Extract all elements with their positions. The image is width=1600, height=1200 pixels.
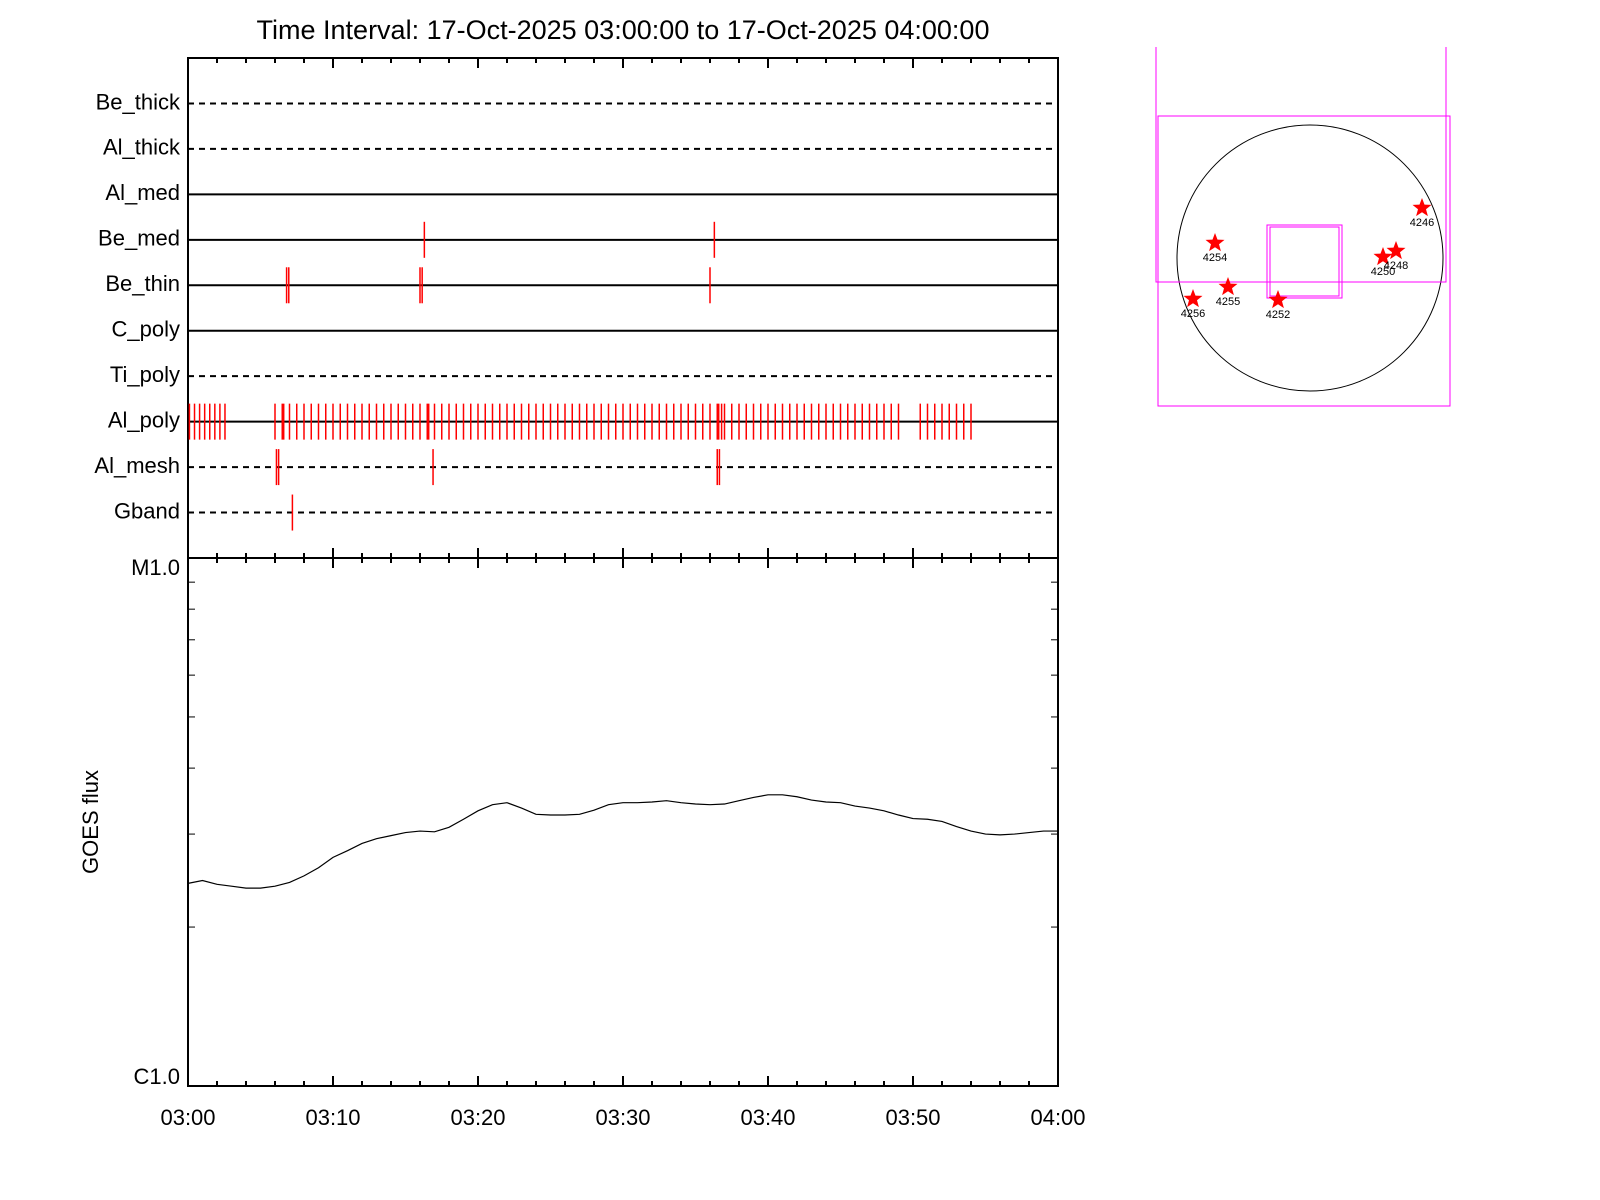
fov-box: [1269, 226, 1340, 297]
region-label: 4252: [1266, 309, 1290, 321]
y-axis-label: GOES flux: [78, 770, 103, 874]
region-star: [1183, 289, 1203, 308]
filter-label: Al_poly: [108, 407, 180, 432]
solar-disk: [1176, 124, 1444, 392]
filter-label: Be_med: [98, 226, 180, 251]
fov-box: [1157, 115, 1451, 407]
y-tick-label: M1.0: [131, 555, 180, 580]
region-label: 4256: [1181, 308, 1205, 320]
region-label: 4254: [1203, 252, 1227, 264]
filter-label: Al_thick: [103, 135, 181, 160]
filter-label: Al_mesh: [94, 453, 180, 478]
region-star: [1412, 198, 1432, 217]
filter-label: Al_med: [105, 180, 180, 205]
x-tick-label: 03:00: [160, 1105, 215, 1130]
region-label: 4255: [1216, 296, 1240, 308]
region-label: 4248: [1384, 260, 1408, 272]
filter-label: Gband: [114, 498, 180, 523]
x-tick-label: 03:10: [305, 1105, 360, 1130]
filter-label: Ti_poly: [110, 362, 180, 387]
filter-label: Be_thin: [105, 271, 180, 296]
region-label: 4250: [1371, 266, 1395, 278]
region-star: [1218, 277, 1238, 296]
fov-box: [1155, 47, 1447, 283]
x-tick-label: 03:50: [885, 1105, 940, 1130]
x-tick-label: 04:00: [1030, 1105, 1085, 1130]
filter-label: C_poly: [112, 317, 180, 342]
flux-panel-frame: [187, 557, 1059, 1087]
region-label: 4246: [1410, 217, 1434, 229]
flux-line: [187, 794, 1058, 889]
chart-title: Time Interval: 17-Oct-2025 03:00:00 to 1…: [257, 15, 990, 45]
event-panel-frame: [187, 57, 1059, 559]
region-star: [1205, 233, 1225, 252]
filter-label: Be_thick: [96, 89, 181, 114]
fov-box: [1266, 224, 1343, 299]
y-tick-label: C1.0: [134, 1064, 180, 1089]
region-star: [1268, 290, 1288, 309]
x-tick-label: 03:40: [740, 1105, 795, 1130]
x-tick-label: 03:30: [595, 1105, 650, 1130]
region-star: [1386, 241, 1406, 260]
region-star: [1373, 247, 1393, 266]
x-tick-label: 03:20: [450, 1105, 505, 1130]
